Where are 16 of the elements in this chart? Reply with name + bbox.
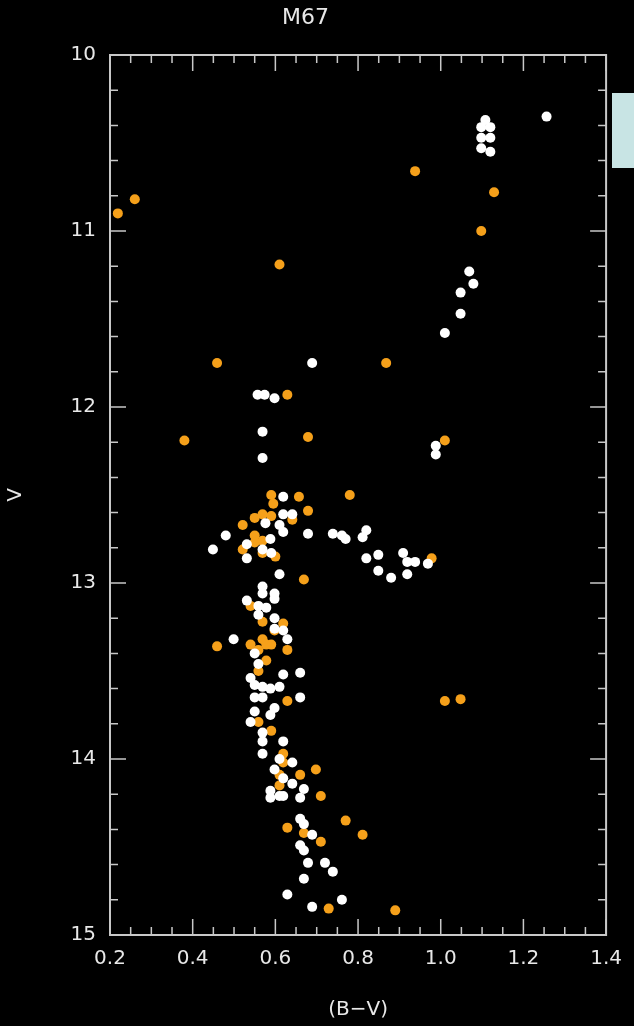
y-tick-label: 11	[70, 217, 96, 242]
x-tick-label: 0.6	[259, 945, 292, 970]
chart-title: M67	[282, 3, 329, 29]
x-tick-label: 1.2	[507, 945, 540, 970]
x-tick-label: 1.4	[590, 945, 622, 970]
y-tick-label: 10	[70, 41, 96, 66]
x-tick-label: 0.4	[176, 945, 209, 970]
x-tick-label: 0.8	[342, 945, 374, 970]
y-tick-label: 13	[70, 569, 96, 594]
y-axis-title: V	[2, 487, 27, 502]
x-tick-label: 0.2	[94, 945, 126, 970]
x-axis-title: (B−V)	[328, 996, 388, 1021]
x-tick-label: 1.0	[424, 945, 457, 970]
y-tick-label: 14	[70, 745, 96, 770]
y-tick-label: 15	[70, 921, 96, 946]
y-tick-label: 12	[70, 393, 96, 418]
